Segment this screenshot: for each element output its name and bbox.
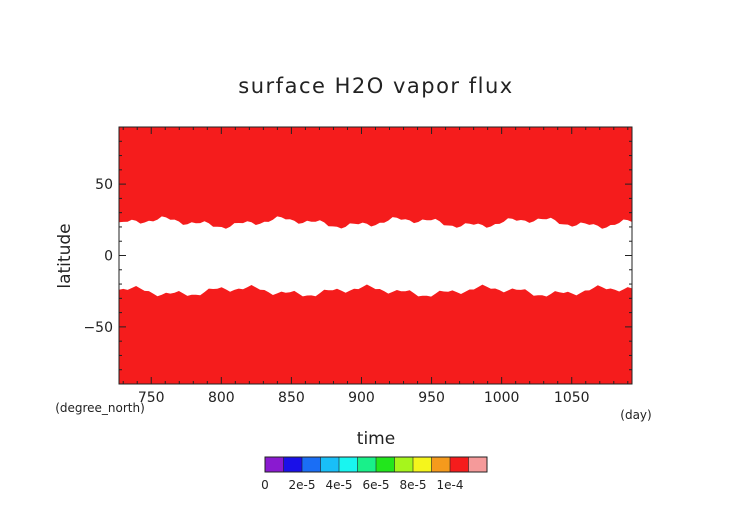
colorbar-swatch: [450, 457, 469, 472]
contour-band-north: [119, 127, 632, 229]
y-axis-unit: (degree_north): [55, 401, 145, 415]
x-tick-label: 850: [278, 390, 305, 406]
colorbar-tick-label: 1e-4: [437, 478, 464, 492]
colorbar-swatch: [265, 457, 284, 472]
plot-area: [119, 127, 632, 384]
x-tick-label: 750: [138, 390, 165, 406]
axes: 750 800 850 900 950 1000 1050 50 0 −50: [83, 126, 633, 406]
x-tick-label: 950: [418, 390, 445, 406]
colorbar-tick-label: 2e-5: [289, 478, 316, 492]
chart-title: surface H2O vapor flux: [238, 74, 513, 98]
x-tick-label: 900: [348, 390, 375, 406]
y-tick-label: 50: [95, 177, 113, 193]
y-axis-label: latitude: [55, 223, 75, 288]
colorbar-swatch: [376, 457, 395, 472]
colorbar: 0 2e-5 4e-5 6e-5 8e-5 1e-4: [261, 456, 488, 492]
colorbar-tick-label: 6e-5: [363, 478, 390, 492]
colorbar-swatch: [468, 457, 488, 472]
x-tick-label: 1000: [484, 390, 520, 406]
colorbar-tick-label: 4e-5: [326, 478, 353, 492]
contour-band-south: [119, 284, 632, 384]
colorbar-swatch: [394, 457, 414, 472]
x-tick-label: 1050: [554, 390, 590, 406]
colorbar-tick-label: 8e-5: [400, 478, 427, 492]
colorbar-swatch: [413, 457, 432, 472]
colorbar-swatch: [283, 457, 303, 472]
colorbar-swatch: [320, 457, 340, 472]
colorbar-swatch: [339, 457, 358, 472]
colorbar-swatch: [431, 457, 451, 472]
y-tick-label: 0: [104, 249, 113, 265]
colorbar-swatch: [357, 457, 377, 472]
colorbar-tick-label: 0: [261, 478, 269, 492]
x-axis-label: time: [357, 429, 395, 449]
x-tick-label: 800: [208, 390, 235, 406]
y-tick-label: −50: [83, 320, 113, 336]
x-axis-unit: (day): [620, 408, 651, 422]
colorbar-swatch: [302, 457, 321, 472]
